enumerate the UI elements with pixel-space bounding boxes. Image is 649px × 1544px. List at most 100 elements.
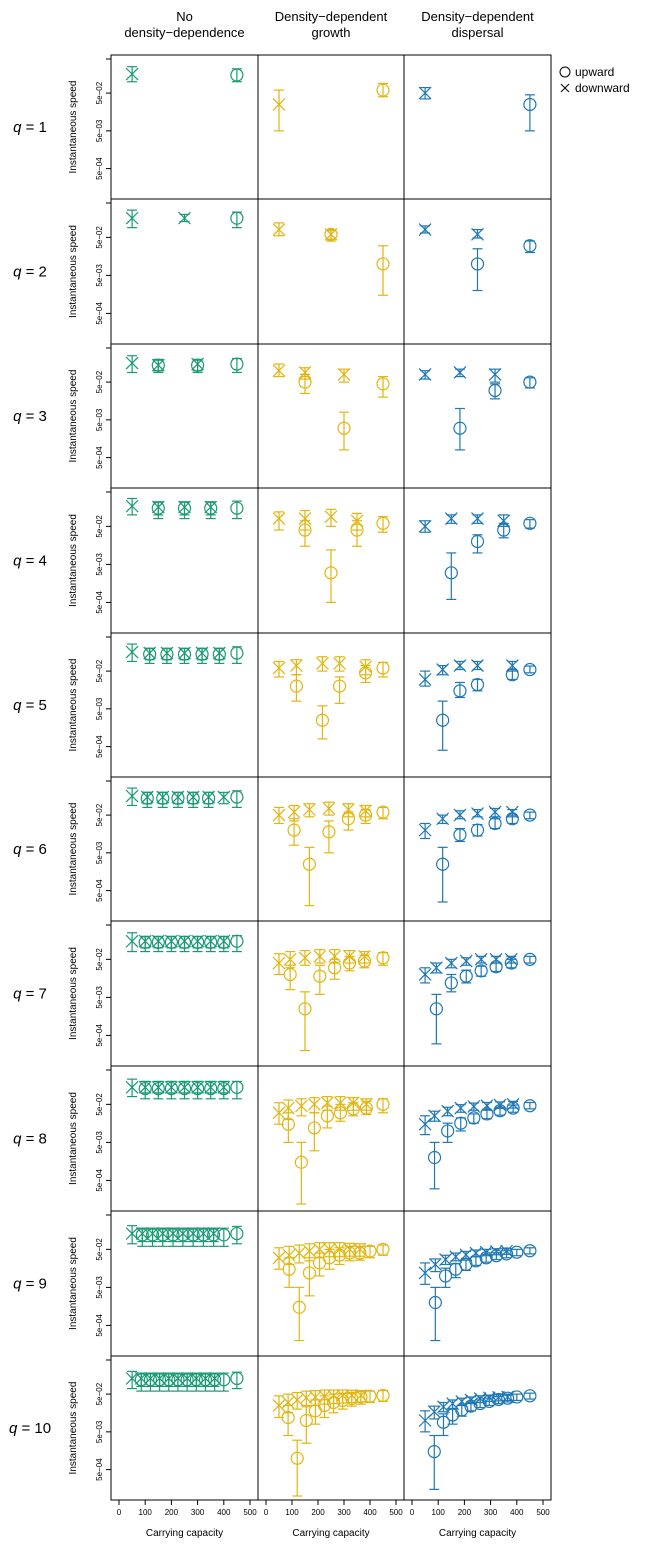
downward-point xyxy=(418,1266,432,1280)
downward-point xyxy=(125,1080,139,1094)
upward-point xyxy=(230,211,244,225)
panel-frame-r3-c3 xyxy=(403,343,552,489)
y-tick-label: 5e−04 xyxy=(95,735,104,758)
downward-point xyxy=(272,661,286,675)
upward-point xyxy=(504,956,518,970)
downward-point xyxy=(418,823,432,837)
downward-point xyxy=(283,952,297,966)
downward-point xyxy=(449,1250,463,1264)
panel-frame-r2-c2 xyxy=(257,198,405,345)
downward-point xyxy=(488,367,502,381)
upward-point xyxy=(436,1415,451,1429)
x-tick-label: 400 xyxy=(217,1508,231,1517)
legend-label-downward: downward xyxy=(575,81,630,95)
x-tick-label: 300 xyxy=(484,1508,498,1517)
downward-point xyxy=(281,1101,295,1115)
downward-point xyxy=(467,1100,481,1113)
downward-point xyxy=(446,1397,460,1411)
downward-point xyxy=(488,805,502,819)
y-tick-label: 5e−03 xyxy=(95,841,104,864)
column-title-3-line-2: dispersal xyxy=(451,25,503,40)
upward-point xyxy=(353,1246,367,1260)
upward-point xyxy=(491,1392,506,1407)
upward-point xyxy=(523,952,537,966)
upward-point xyxy=(230,357,244,371)
x-tick-label: 200 xyxy=(458,1508,472,1517)
upward-point xyxy=(376,1242,390,1256)
upward-point xyxy=(332,679,347,693)
x-axis-label-col-2: Carrying capacity xyxy=(292,1528,369,1539)
downward-point xyxy=(178,211,191,225)
panel-frame-r5-c2 xyxy=(257,632,405,778)
upward-point xyxy=(153,1373,167,1387)
upward-point xyxy=(497,523,511,537)
upward-point xyxy=(171,1373,185,1387)
upward-point xyxy=(204,501,218,515)
upward-point xyxy=(298,375,312,389)
downward-point xyxy=(418,673,432,686)
downward-point xyxy=(125,645,139,659)
panel-frame-r1-c2 xyxy=(257,54,405,200)
x-tick-label: 0 xyxy=(117,1508,122,1517)
upward-point xyxy=(195,647,209,661)
downward-point xyxy=(294,1099,308,1113)
upward-point xyxy=(489,1249,503,1263)
panel-frame-r10-c2 xyxy=(257,1355,405,1501)
downward-point xyxy=(441,1104,455,1118)
x-axis-label-col-1: Carrying capacity xyxy=(146,1528,223,1539)
y-tick-label: 5e−04 xyxy=(95,1024,104,1047)
downward-point xyxy=(272,98,286,111)
column-title-2-line-2: growth xyxy=(311,25,350,40)
upward-point xyxy=(135,1228,149,1242)
x-tick-label: 100 xyxy=(285,1508,299,1517)
row-label-q8: q = 8 xyxy=(13,1131,47,1148)
upward-point xyxy=(327,1395,341,1410)
upward-point xyxy=(480,1107,494,1121)
downward-point xyxy=(272,808,286,822)
y-axis-label-row-3: Instantaneous speed xyxy=(68,370,79,463)
upward-point xyxy=(523,808,537,822)
upward-point xyxy=(501,1391,515,1405)
upward-point xyxy=(313,969,327,983)
downward-point xyxy=(459,954,473,968)
downward-point xyxy=(459,1248,473,1262)
upward-point xyxy=(479,1251,493,1265)
upward-point xyxy=(198,1373,213,1387)
downward-point xyxy=(418,519,432,533)
panel-frame-r6-c3 xyxy=(403,776,552,922)
upward-point xyxy=(196,1228,210,1242)
downward-point xyxy=(337,367,351,381)
upward-point xyxy=(470,534,485,549)
y-tick-label: 5e−04 xyxy=(95,591,104,614)
row-label-q2: q = 2 xyxy=(13,264,47,281)
x-tick-label: 500 xyxy=(243,1508,257,1517)
downward-point xyxy=(474,952,488,966)
downward-point xyxy=(418,223,432,237)
upward-point xyxy=(230,934,244,948)
upward-point xyxy=(317,1398,332,1413)
upward-point xyxy=(177,935,192,949)
panel-frame-r5-c3 xyxy=(403,632,552,778)
x-tick-label: 100 xyxy=(139,1508,153,1517)
y-axis-label-row-10: Instantaneous speed xyxy=(68,1382,79,1475)
row-label-q10: q = 10 xyxy=(9,1420,51,1437)
downward-point xyxy=(125,934,139,948)
upward-point xyxy=(343,1246,357,1260)
upward-point xyxy=(177,1081,192,1096)
row-label-q3: q = 3 xyxy=(13,408,47,425)
y-tick-label: 5e−04 xyxy=(95,157,104,180)
upward-point xyxy=(376,661,390,675)
y-tick-label: 5e−04 xyxy=(95,879,104,902)
upward-point xyxy=(354,1390,368,1404)
upward-point xyxy=(359,1101,373,1115)
upward-point xyxy=(287,823,301,837)
upward-point xyxy=(510,1390,524,1404)
y-tick-label: 5e−04 xyxy=(95,302,104,325)
downward-point xyxy=(437,1400,450,1414)
panel-frame-r10-c3 xyxy=(403,1355,552,1501)
y-axis-label-row-6: Instantaneous speed xyxy=(68,803,79,896)
upward-point xyxy=(230,1080,244,1094)
upward-point xyxy=(470,677,485,692)
upward-point xyxy=(376,377,390,391)
downward-point xyxy=(308,1390,322,1404)
